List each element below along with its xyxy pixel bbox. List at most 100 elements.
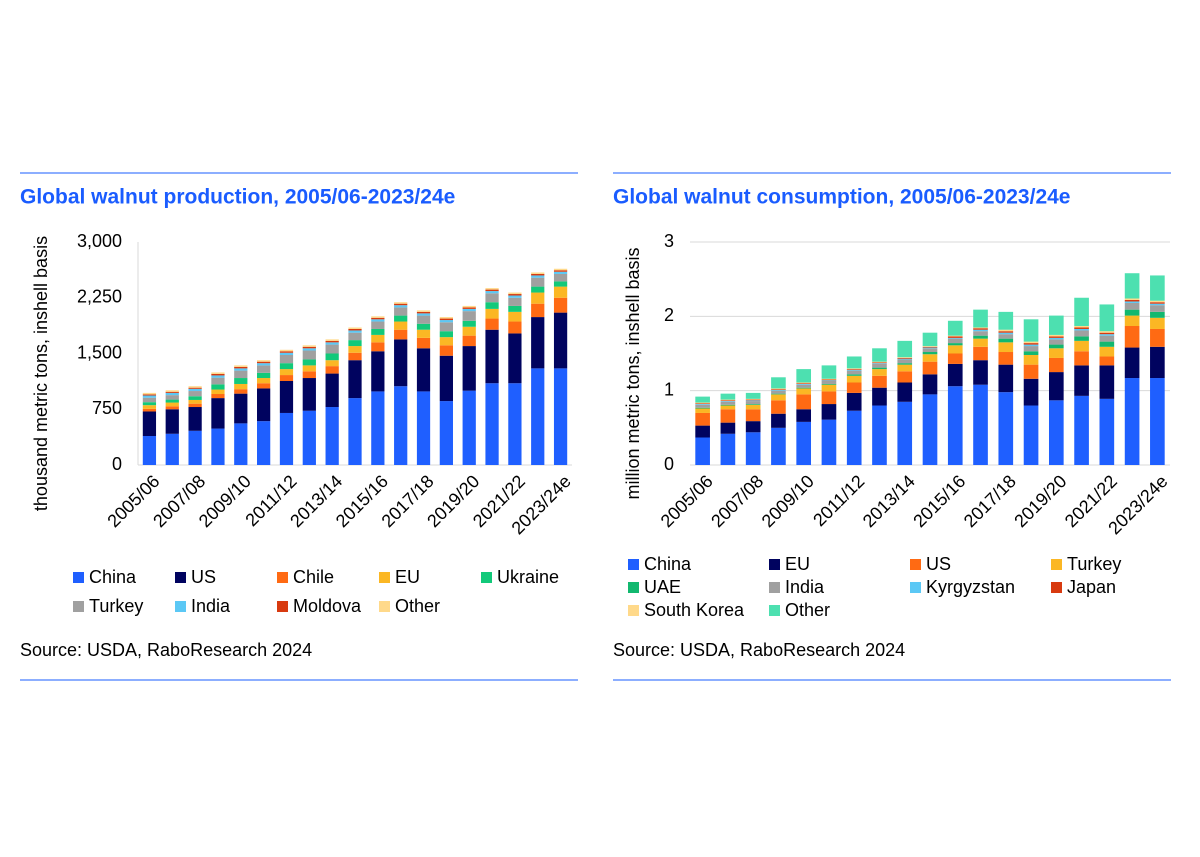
bar-segment — [1048, 336, 1064, 338]
bar-segment — [745, 398, 761, 400]
bar-segment — [279, 369, 294, 376]
bar-segment — [508, 294, 522, 296]
bar-segment — [872, 363, 887, 368]
bar-segment — [720, 404, 736, 406]
bar-segment — [371, 334, 385, 343]
bar-segment — [302, 350, 316, 360]
bar-segment — [796, 388, 812, 395]
bar-segment — [188, 403, 202, 408]
bar-segment — [1124, 325, 1140, 348]
bar-segment — [394, 386, 408, 465]
bar-segment — [821, 383, 837, 385]
bar-segment — [846, 369, 862, 370]
legend-swatch — [628, 605, 639, 616]
legend-label: Turkey — [89, 596, 143, 616]
bar-segment — [821, 404, 837, 420]
bar-segment — [394, 339, 408, 387]
bar-segment — [257, 388, 271, 422]
bar-segment — [394, 321, 408, 330]
bar-segment — [188, 387, 202, 389]
bar-segment — [462, 390, 476, 465]
bar-segment — [922, 332, 938, 347]
bar-segment — [1074, 365, 1089, 396]
bar-segment — [922, 346, 938, 347]
bar-segment — [872, 363, 887, 364]
bar-segment — [1124, 309, 1140, 316]
bar-segment — [897, 340, 913, 358]
bar-segment — [695, 404, 710, 405]
bar-segment — [947, 335, 963, 337]
legend-label: Japan — [1067, 577, 1116, 597]
bar-segment — [846, 382, 862, 393]
bar-segment — [371, 342, 385, 352]
bar-segment — [771, 394, 786, 401]
y-tick-label: 1,500 — [77, 342, 122, 362]
bar-segment — [165, 390, 179, 392]
bar-segment — [416, 315, 431, 324]
bar-segment — [439, 322, 453, 332]
bar-segment — [416, 313, 431, 316]
bar-segment — [325, 344, 339, 354]
bar-segment — [302, 359, 316, 366]
bar-segment — [462, 326, 476, 336]
chart-title: Global walnut production, 2005/06-2023/2… — [20, 186, 455, 209]
bar-segment — [695, 396, 710, 403]
bar-segment — [947, 345, 963, 354]
legend-swatch — [628, 559, 639, 570]
bar-segment — [796, 409, 812, 422]
bar-segment — [998, 329, 1014, 332]
bar-segment — [897, 401, 913, 465]
bar-segment — [695, 402, 710, 404]
bar-segment — [1074, 330, 1089, 337]
bar-segment — [325, 353, 339, 361]
bar-segment — [1150, 303, 1165, 306]
bar-segment — [973, 327, 988, 329]
bar-segment — [462, 305, 476, 308]
bar-segment — [234, 378, 248, 384]
x-tick-label: 2009/10 — [758, 471, 818, 531]
bar-segment — [553, 312, 568, 369]
legend-swatch — [277, 601, 288, 612]
bar-segment — [947, 363, 963, 387]
bar-segment — [1048, 315, 1064, 335]
legend-label: South Korea — [644, 600, 745, 620]
bar-segment — [1150, 302, 1165, 304]
bar-segment — [188, 391, 202, 397]
bar-segment — [695, 408, 710, 413]
y-tick-label: 0 — [112, 454, 122, 474]
bar-segment — [973, 335, 988, 339]
y-tick-label: 3 — [664, 231, 674, 251]
bar-segment — [1074, 325, 1089, 328]
bar-segment — [872, 367, 887, 370]
bar-segment — [745, 400, 761, 402]
bar-segment — [325, 373, 339, 408]
bar-segment — [485, 383, 499, 465]
bar-segment — [416, 329, 431, 338]
bar-segment — [279, 349, 294, 352]
bar-segment — [947, 336, 963, 338]
bar-segment — [257, 372, 271, 379]
legend-swatch — [481, 572, 492, 583]
bar-segment — [872, 348, 887, 362]
bar-segment — [998, 342, 1014, 353]
bar-segment — [1099, 356, 1115, 366]
legend-label: India — [785, 577, 825, 597]
bar-segment — [1150, 305, 1165, 312]
bar-segment — [462, 311, 476, 321]
bar-segment — [771, 393, 786, 395]
bar-segment — [1023, 341, 1039, 344]
bar-segment — [279, 412, 294, 465]
bar-segment — [1023, 343, 1039, 345]
bar-segment — [279, 352, 294, 355]
bar-segment — [211, 372, 225, 374]
bar-segment — [1048, 348, 1064, 358]
bar-segment — [872, 369, 887, 376]
bar-segment — [553, 297, 568, 313]
bar-segment — [720, 405, 736, 410]
bar-segment — [325, 340, 339, 343]
bar-segment — [211, 375, 225, 378]
bar-segment — [234, 370, 248, 379]
bar-segment — [142, 397, 157, 403]
bar-segment — [394, 303, 408, 306]
legend-swatch — [1051, 582, 1062, 593]
